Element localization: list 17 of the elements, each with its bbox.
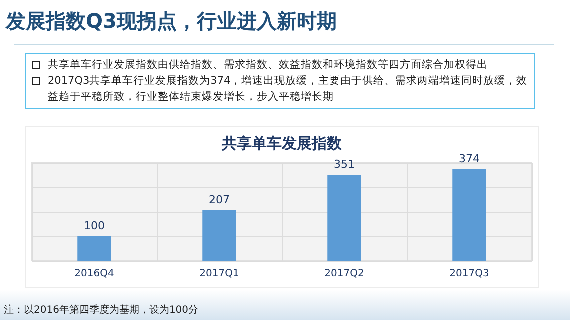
bar <box>328 175 362 261</box>
text: 注：以2016年第四季度为基期，设为100分 <box>4 304 199 317</box>
data-label: 374 <box>459 152 480 166</box>
bar <box>452 169 486 261</box>
text: 2017Q3共享单车行业发展指数为374，增速出现放缓，主要由于供给、需求两端增速同时放缓，效益趋于平稳所致，行业整体结束爆发增长，步入平稳增长期 <box>48 74 528 105</box>
chart-title: 共享单车发展指数 <box>221 134 343 152</box>
bar <box>202 210 236 261</box>
x-tick-label: 2017Q1 <box>200 268 240 280</box>
text: 发展指数Q3现拐点，行业进入新时期 <box>6 8 337 35</box>
data-label: 100 <box>84 220 105 232</box>
x-tick-label: 2016Q4 <box>74 268 114 280</box>
text: 共享单车行业发展指数由供给指数、需求指数、效益指数和环境指数等四方面综合加权得出 <box>48 58 488 73</box>
data-label: 207 <box>209 193 230 206</box>
data-label: 351 <box>334 158 355 172</box>
x-tick-label: 2017Q3 <box>450 268 490 280</box>
x-tick-label: 2017Q2 <box>324 268 364 280</box>
bar <box>78 236 112 261</box>
